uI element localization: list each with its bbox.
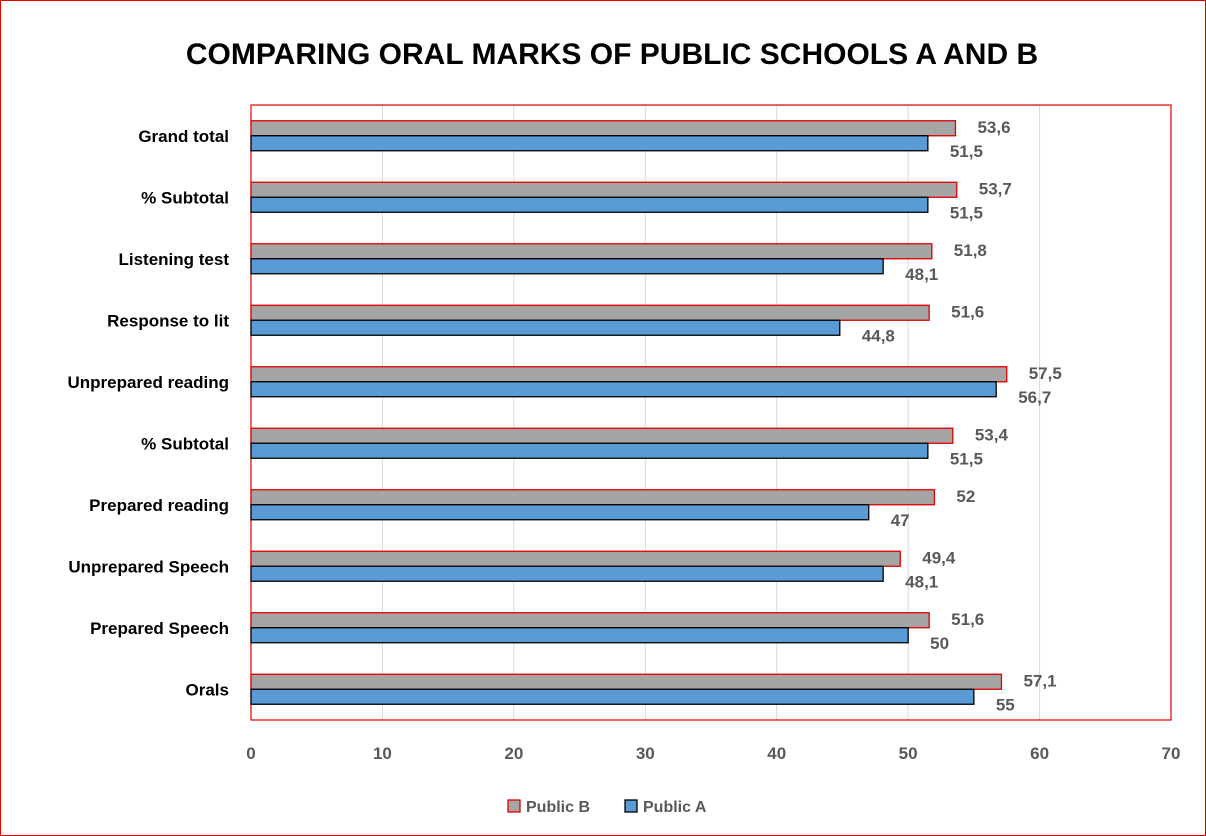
x-tick-label: 70 [1162, 744, 1181, 763]
data-label: 48,1 [905, 572, 938, 591]
x-tick-label: 20 [504, 744, 523, 763]
data-label: 53,4 [975, 425, 1009, 444]
category-label: Listening test [118, 250, 229, 269]
bar-public-a [250, 135, 929, 152]
category-label: Grand total [138, 127, 229, 146]
value-axis-tick-labels: 0 10 20 30 40 50 60 70 [246, 744, 1180, 763]
data-label: 56,7 [1018, 388, 1051, 407]
bar-public-a [250, 688, 975, 705]
data-label: 55 [996, 695, 1015, 714]
bar-public-b [250, 673, 1003, 690]
data-label: 50 [930, 634, 949, 653]
data-label: 49,4 [922, 548, 956, 567]
data-label: 52 [956, 487, 975, 506]
legend-label: Public A [643, 799, 707, 816]
data-label: 51,5 [950, 203, 983, 222]
bars [250, 120, 1008, 705]
data-label: 51,6 [951, 610, 984, 629]
category-label: Unprepared Speech [68, 557, 229, 576]
category-label: Unprepared reading [67, 373, 229, 392]
data-label: 51,8 [954, 241, 987, 260]
category-label: Prepared Speech [90, 619, 229, 638]
legend-label: Public B [526, 799, 590, 816]
bar-public-a [250, 442, 929, 459]
data-label: 51,6 [951, 302, 984, 321]
bar-public-b [250, 181, 958, 198]
legend-item-public-b: Public B [507, 799, 590, 816]
data-label: 44,8 [862, 326, 895, 345]
legend-swatch [507, 799, 521, 813]
plot-area-border [250, 104, 1172, 721]
bar-public-a [250, 196, 929, 213]
bar-public-b [250, 489, 936, 506]
category-axis-labels: Orals Prepared Speech Unprepared Speech Pre… [67, 127, 229, 700]
data-label: 53,7 [979, 179, 1012, 198]
bar-public-b [250, 304, 930, 321]
legend-swatch [624, 799, 638, 813]
x-tick-label: 0 [246, 744, 255, 763]
x-tick-label: 40 [767, 744, 786, 763]
x-tick-label: 50 [899, 744, 918, 763]
data-label: 48,1 [905, 265, 938, 284]
bar-public-a [250, 319, 841, 336]
x-tick-label: 60 [1030, 744, 1049, 763]
bar-public-a [250, 565, 884, 582]
category-label: % Subtotal [141, 434, 229, 453]
legend: Public B Public A [507, 799, 707, 816]
chart-title: COMPARING ORAL MARKS OF PUBLIC SCHOOLS A… [186, 38, 1038, 71]
data-label: 57,1 [1023, 671, 1056, 690]
category-label: Orals [186, 680, 229, 699]
data-label: 51,5 [950, 449, 983, 468]
bar-public-b [250, 427, 954, 444]
x-tick-label: 30 [636, 744, 655, 763]
bar-public-a [250, 627, 909, 644]
category-label: Prepared reading [89, 496, 229, 515]
data-label: 47 [891, 511, 910, 530]
x-tick-label: 10 [373, 744, 392, 763]
data-label: 53,6 [977, 118, 1010, 137]
data-labels: 57,15551,65049,448,1524753,451,557,556,7… [862, 118, 1062, 715]
category-label: Response to lit [107, 311, 229, 330]
bar-public-b [250, 243, 933, 260]
bar-public-a [250, 258, 884, 275]
bar-public-b [250, 120, 957, 137]
bar-public-b [250, 366, 1008, 383]
bar-public-a [250, 504, 870, 521]
bar-public-b [250, 550, 901, 567]
category-label: % Subtotal [141, 188, 229, 207]
data-label: 51,5 [950, 142, 983, 161]
bar-public-b [250, 612, 930, 629]
data-label: 57,5 [1029, 364, 1062, 383]
legend-item-public-a: Public A [624, 799, 707, 816]
bar-public-a [250, 381, 997, 398]
